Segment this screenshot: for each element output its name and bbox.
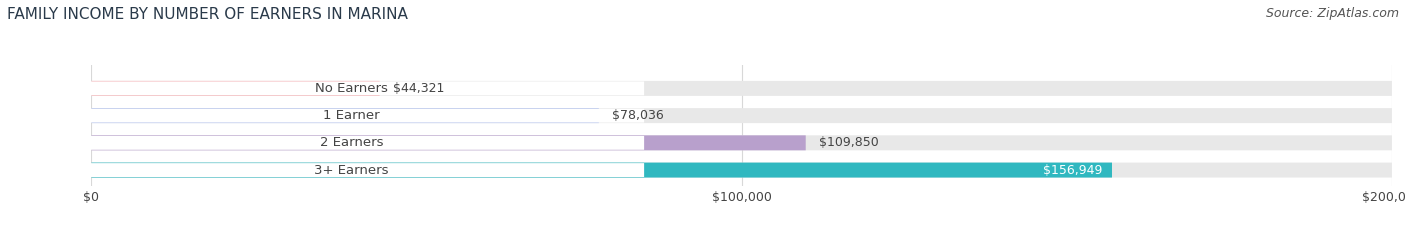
Text: FAMILY INCOME BY NUMBER OF EARNERS IN MARINA: FAMILY INCOME BY NUMBER OF EARNERS IN MA… [7, 7, 408, 22]
Text: 2 Earners: 2 Earners [319, 136, 384, 149]
Text: No Earners: No Earners [315, 82, 388, 95]
Text: $109,850: $109,850 [818, 136, 879, 149]
FancyBboxPatch shape [59, 109, 644, 123]
FancyBboxPatch shape [91, 81, 1392, 96]
FancyBboxPatch shape [91, 81, 380, 96]
Text: Source: ZipAtlas.com: Source: ZipAtlas.com [1265, 7, 1399, 20]
Text: 3+ Earners: 3+ Earners [315, 164, 388, 177]
FancyBboxPatch shape [91, 108, 599, 123]
FancyBboxPatch shape [59, 136, 644, 150]
Text: $78,036: $78,036 [612, 109, 664, 122]
FancyBboxPatch shape [91, 163, 1392, 178]
Text: 1 Earner: 1 Earner [323, 109, 380, 122]
Text: $44,321: $44,321 [392, 82, 444, 95]
FancyBboxPatch shape [91, 135, 1392, 150]
FancyBboxPatch shape [59, 82, 644, 95]
FancyBboxPatch shape [59, 163, 644, 177]
FancyBboxPatch shape [91, 163, 1112, 178]
Text: $156,949: $156,949 [1043, 164, 1102, 177]
FancyBboxPatch shape [91, 108, 1392, 123]
FancyBboxPatch shape [91, 135, 806, 150]
